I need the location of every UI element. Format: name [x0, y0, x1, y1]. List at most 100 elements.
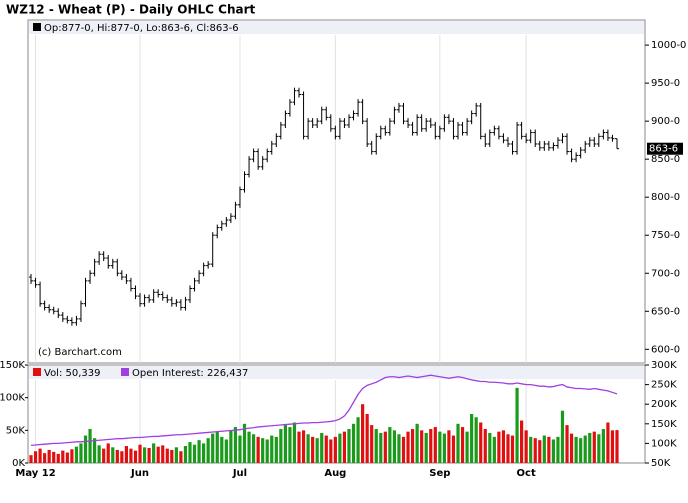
volume-bar [370, 425, 374, 463]
volume-bar [306, 434, 310, 463]
volume-bar [474, 417, 478, 463]
volume-bar [406, 431, 410, 463]
y-tick-label: 0K [12, 458, 25, 469]
legend-swatch [33, 368, 41, 376]
volume-bar [597, 434, 601, 463]
volume-bar [138, 444, 142, 463]
volume-bar [229, 430, 233, 463]
volume-bar [456, 423, 460, 463]
last-price-box [647, 142, 683, 155]
volume-bar [347, 429, 351, 463]
y-tick-label: 100K [0, 393, 25, 404]
volume-bar [333, 436, 337, 463]
x-tick-label: Jul [232, 468, 247, 479]
volume-bar [197, 440, 201, 463]
y-tick-label: 800-0 [651, 192, 680, 203]
volume-bar [233, 427, 238, 463]
volume-bar [156, 446, 160, 463]
volume-bar [460, 427, 465, 463]
volume-bar [283, 425, 287, 463]
volume-bar [465, 431, 469, 463]
y-tick-label: 600-0 [651, 344, 680, 355]
volume-bar [161, 445, 165, 463]
volume-bar [451, 435, 456, 463]
legend-swatch [121, 368, 129, 376]
volume-bar [410, 429, 415, 463]
volume-bar [74, 446, 79, 463]
volume-bar [111, 447, 115, 463]
volume-bar [565, 425, 569, 463]
volume-bar [547, 436, 551, 463]
volume-bar [97, 445, 101, 463]
volume-bar [569, 433, 574, 463]
y2-tick-label: 200K [651, 399, 677, 410]
volume-bar [420, 430, 424, 463]
volume-bar [311, 436, 315, 463]
volume-bar [220, 436, 224, 463]
legend-entry: Open Interest: 226,437 [132, 368, 248, 379]
volume-bar [192, 444, 197, 463]
volume-bar [174, 447, 178, 463]
volume-bar [61, 450, 65, 463]
volume-bar [361, 404, 365, 463]
volume-bar [292, 422, 297, 463]
volume-bar [270, 435, 274, 463]
price-panel [27, 19, 646, 364]
y-tick-label: 150K [0, 360, 25, 371]
volume-bar [351, 423, 356, 463]
x-tick-label: Jun [130, 468, 149, 479]
volume-bar [488, 432, 492, 463]
volume-bar [65, 452, 69, 463]
volume-bar [415, 423, 419, 463]
volume-bar [601, 429, 605, 463]
volume-legend-bar [29, 366, 644, 379]
volume-bar [115, 449, 119, 463]
volume-bar [170, 449, 174, 463]
volume-bar [515, 387, 519, 463]
volume-bar [56, 453, 60, 463]
volume-bar [433, 427, 437, 463]
volume-bar [33, 451, 38, 463]
volume-bar [102, 448, 106, 463]
volume-bar [43, 453, 47, 463]
volume-bar [542, 435, 546, 463]
volume-bar [256, 436, 260, 463]
y2-tick-label: 300K [651, 360, 677, 371]
volume-bar [501, 430, 506, 463]
volume-bar [560, 410, 565, 463]
volume-bar [206, 438, 210, 463]
volume-bar [83, 435, 88, 463]
y-tick-label: 1000-0 [651, 40, 686, 51]
volume-bar [247, 431, 251, 463]
volume-bar [506, 434, 510, 463]
legend-entry: Vol: 50,339 [44, 368, 101, 379]
volume-bar [392, 430, 397, 463]
volume-bar [401, 436, 406, 463]
volume-bar [142, 447, 147, 463]
volume-bar [92, 438, 97, 463]
volume-bar [38, 448, 42, 463]
copyright: (c) Barchart.com [38, 347, 122, 358]
volume-bar [251, 434, 256, 463]
volume-bar [70, 449, 74, 463]
volume-bar [492, 436, 496, 463]
volume-bar [379, 432, 383, 463]
volume-bar [533, 438, 537, 463]
volume-bar [483, 429, 487, 463]
last-price-label: 863-6 [649, 144, 678, 155]
legend-text: Op:877-0, Hi:877-0, Lo:863-6, Cl:863-6 [44, 23, 239, 34]
volume-bar [388, 427, 392, 463]
volume-bar [342, 431, 347, 463]
volume-bar [479, 422, 483, 463]
volume-bar [202, 443, 206, 463]
volume-bar [338, 433, 342, 463]
volume-bar [588, 432, 592, 463]
volume-bar [574, 436, 578, 463]
legend-swatch [33, 23, 41, 31]
volume-bar [129, 448, 133, 463]
volume-bar [470, 414, 474, 463]
volume-bar [438, 431, 442, 463]
open-interest-line [30, 374, 618, 447]
volume-bar [179, 451, 183, 463]
